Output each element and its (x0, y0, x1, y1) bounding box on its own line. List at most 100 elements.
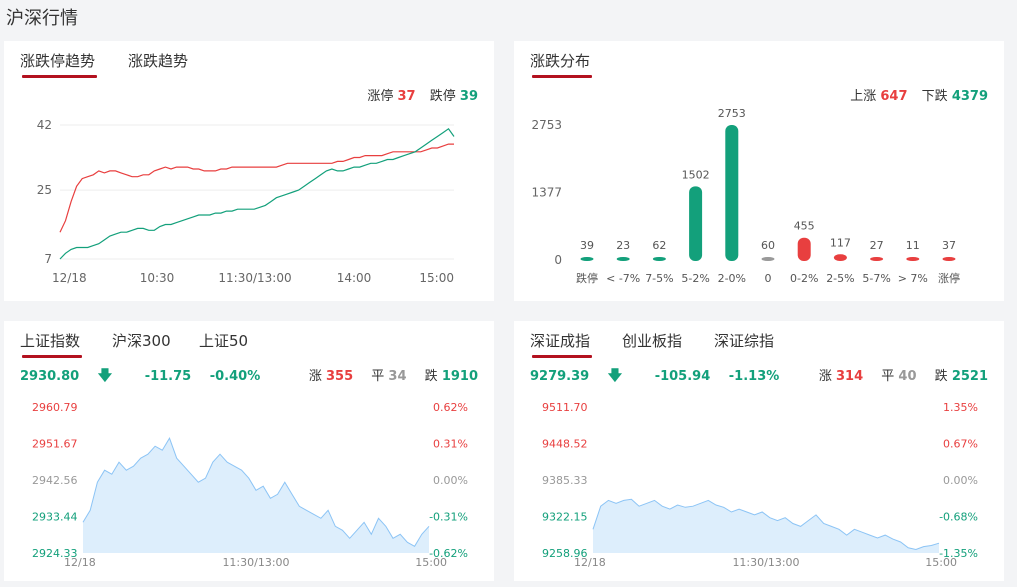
flat-label: 平 (881, 369, 895, 384)
arrow-down-icon: 🡇 (97, 368, 113, 384)
sz-index-panel: 深证成指 创业板指 深证综指 9279.39 🡇 -105.94 -1.13% … (514, 321, 1004, 581)
bar (689, 186, 703, 261)
y-tick-label-right: 0.31% (433, 438, 468, 451)
bar (797, 237, 811, 261)
limit-down-series-line (59, 127, 455, 260)
sz-price: 9279.39 🡇 (530, 368, 636, 384)
limit-trend-chart: 7 25 42 12/18 10:30 11:30/13:00 14:00 15:00 (37, 118, 455, 285)
category-label: 0-2% (790, 272, 818, 285)
bar-value-label: 455 (794, 220, 815, 233)
sh-index-panel: 上证指数 沪深300 上证50 2930.80 🡇 -11.75 -0.40% … (4, 321, 494, 581)
bar-value-label: 62 (652, 239, 666, 252)
limit-up-count: 37 (397, 89, 416, 104)
bar (833, 254, 847, 261)
rise-label: 涨 (308, 369, 322, 384)
bar (580, 257, 594, 261)
fall-label: 下跌 (921, 89, 948, 104)
sz-change-pct: -1.13% (728, 369, 780, 384)
category-label: 2-5% (826, 272, 854, 285)
y-tick-label-right: -0.62% (429, 547, 468, 560)
bar-value-label: 60 (761, 239, 775, 252)
index-area (593, 499, 939, 553)
x-tick-label: 12/18 (52, 271, 87, 285)
limit-up-label: 涨停 (367, 89, 394, 104)
index-line (82, 437, 430, 547)
sh-price: 2930.80 🡇 (20, 368, 126, 384)
bar-value-label: 27 (870, 239, 884, 252)
bar (616, 257, 630, 261)
tab-sse50[interactable]: 上证50 (199, 332, 249, 350)
bar-value-label: 39 (580, 239, 594, 252)
tab-limit-trend[interactable]: 涨跌停趋势 (20, 52, 98, 78)
y-tick-label-right: 0.00% (433, 474, 468, 487)
x-tick-label: 15:00 (419, 271, 454, 285)
y-tick-label-right: -1.35% (939, 547, 978, 560)
sh-change-pct: -0.40% (209, 369, 261, 384)
x-tick-label: 15:00 (415, 556, 447, 569)
x-tick-label: 11:30/13:00 (732, 556, 799, 569)
rise-label: 上涨 (850, 89, 877, 104)
sh-intraday-chart: 2960.79 2951.67 2942.56 2933.44 2924.33 0.62%… (32, 401, 468, 569)
y-tick-label: 2753 (531, 118, 562, 132)
sz-stats: 涨 314 平 40 跌 2521 (805, 365, 988, 384)
y-tick-label-left: 9511.70 (542, 401, 588, 414)
y-tick-label-left: 2960.79 (32, 401, 78, 414)
category-label: 7-5% (645, 272, 673, 285)
bar (906, 257, 920, 261)
fall-label: 跌 (424, 369, 438, 384)
sh-change: -11.75 (144, 369, 192, 384)
y-tick-label: 42 (37, 118, 52, 132)
distribution-panel: 涨跌分布 上涨 647 下跌 4379 0 1377 2753 39 跌停 23 < -7%… (514, 41, 1004, 301)
rise-count: 314 (835, 369, 864, 384)
limit-down-label: 跌停 (429, 89, 456, 104)
y-tick-label-left: 2942.56 (32, 474, 78, 487)
x-tick-label: 11:30/13:00 (222, 556, 289, 569)
category-label: < -7% (606, 272, 640, 285)
distribution-chart: 0 1377 2753 39 跌停 23 < -7% 62 7-5% 1502 5-2% 2753 2-… (531, 107, 960, 285)
x-tick-label: 10:30 (140, 271, 175, 285)
flat-count: 40 (898, 369, 917, 384)
tab-chinext[interactable]: 创业板指 (622, 332, 683, 350)
y-tick-label: 0 (554, 253, 562, 267)
limit-down-count: 39 (459, 89, 478, 104)
y-tick-label-right: 0.00% (943, 474, 978, 487)
bar (725, 125, 739, 261)
rise-label: 涨 (818, 369, 832, 384)
tab-distribution[interactable]: 涨跌分布 (530, 52, 593, 78)
rise-count: 647 (880, 89, 908, 104)
fall-count: 4379 (951, 89, 988, 104)
arrow-down-icon: 🡇 (607, 368, 623, 384)
fall-count: 1910 (441, 369, 478, 384)
bar (761, 257, 775, 261)
y-tick-label-left: 9258.96 (542, 547, 588, 560)
category-label: 2-0% (718, 272, 746, 285)
category-label: 5-7% (862, 272, 890, 285)
tab-rise-fall-trend[interactable]: 涨跌趋势 (128, 52, 189, 70)
x-tick-label: 15:00 (925, 556, 957, 569)
index-area (83, 438, 429, 553)
rise-count: 355 (325, 369, 354, 384)
tab-csi300[interactable]: 沪深300 (112, 332, 171, 350)
tab-sz-component[interactable]: 深证成指 (530, 332, 593, 358)
tab-sh-composite[interactable]: 上证指数 (20, 332, 83, 358)
y-tick-label: 1377 (531, 185, 562, 199)
category-label: 5-2% (681, 272, 709, 285)
bar-value-label: 2753 (718, 107, 746, 120)
y-tick-label-left: 9385.33 (542, 474, 588, 487)
y-tick-label-left: 9448.52 (542, 438, 588, 451)
y-tick-label-right: -0.31% (429, 511, 468, 524)
bar-value-label: 11 (906, 239, 920, 252)
bar-value-label: 117 (830, 236, 851, 249)
y-tick-label-left: 2924.33 (32, 547, 78, 560)
category-label: 0 (765, 272, 772, 285)
y-tick-label: 25 (37, 183, 52, 197)
y-tick-label-right: 1.35% (943, 401, 978, 414)
sh-stats: 涨 355 平 34 跌 1910 (295, 365, 478, 384)
fall-label: 跌 (934, 369, 948, 384)
bar (870, 257, 884, 261)
x-tick-label: 12/18 (574, 556, 606, 569)
y-tick-label-left: 9322.15 (542, 511, 588, 524)
tab-sz-composite[interactable]: 深证综指 (714, 332, 775, 350)
y-tick-label: 7 (44, 252, 52, 266)
category-label: > 7% (898, 272, 928, 285)
